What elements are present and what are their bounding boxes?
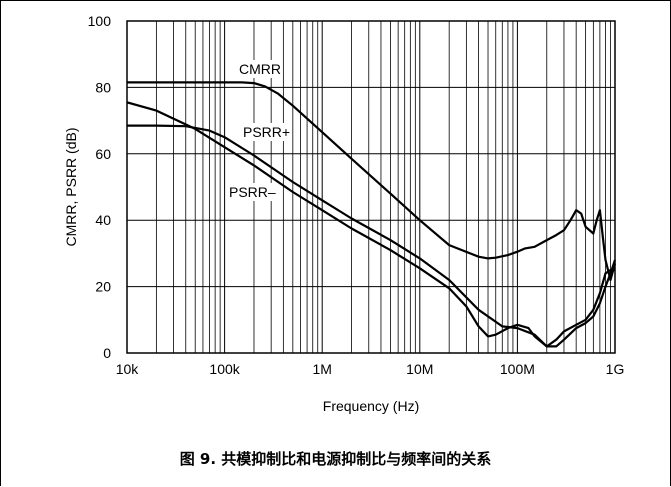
x-tick-label: 100M [500,361,535,377]
x-tick-label: 100k [209,361,240,377]
plot-border [126,20,616,354]
x-tick-label: 1G [606,361,625,377]
x-axis-label: Frequency (Hz) [323,398,419,414]
x-tick-labels: 10k 100k 1M 10M 100M 1G [116,361,625,377]
chart: CMRR PSRR+ PSRR– 10k 100k 1M 10M 100M 1G 0 20 40 6… [63,13,625,414]
y-tick-label: 0 [103,345,111,361]
figure-caption: 图 9. 共模抑制比和电源抑制比与频率间的关系 [179,450,492,468]
y-tick-labels: 0 20 40 60 80 100 [88,13,112,361]
y-tick-label: 60 [95,146,111,162]
annotation-layer: CMRR PSRR+ PSRR– [226,60,291,201]
y-tick-label: 80 [95,79,111,95]
series-line-psrr [126,101,617,348]
annotation-psrr: PSRR– [229,184,276,200]
annotation-cmrr: CMRR [239,61,281,77]
x-tick-label: 10M [406,361,433,377]
y-tick-label: 40 [95,212,111,228]
series-layer [126,81,617,348]
annotation-background [236,60,278,78]
annotation-psrr: PSRR+ [243,124,290,140]
x-tick-label: 10k [116,361,140,377]
y-tick-label: 20 [95,279,111,295]
annotation-background [226,183,277,201]
y-tick-label: 100 [88,13,112,29]
series-line-cmrr [127,81,617,282]
annotation-background [240,123,291,141]
y-axis-label: CMRR, PSRR (dB) [63,127,79,246]
x-tick-label: 1M [312,361,331,377]
series-line-psrr [127,124,615,348]
major-gridlines [126,20,616,354]
